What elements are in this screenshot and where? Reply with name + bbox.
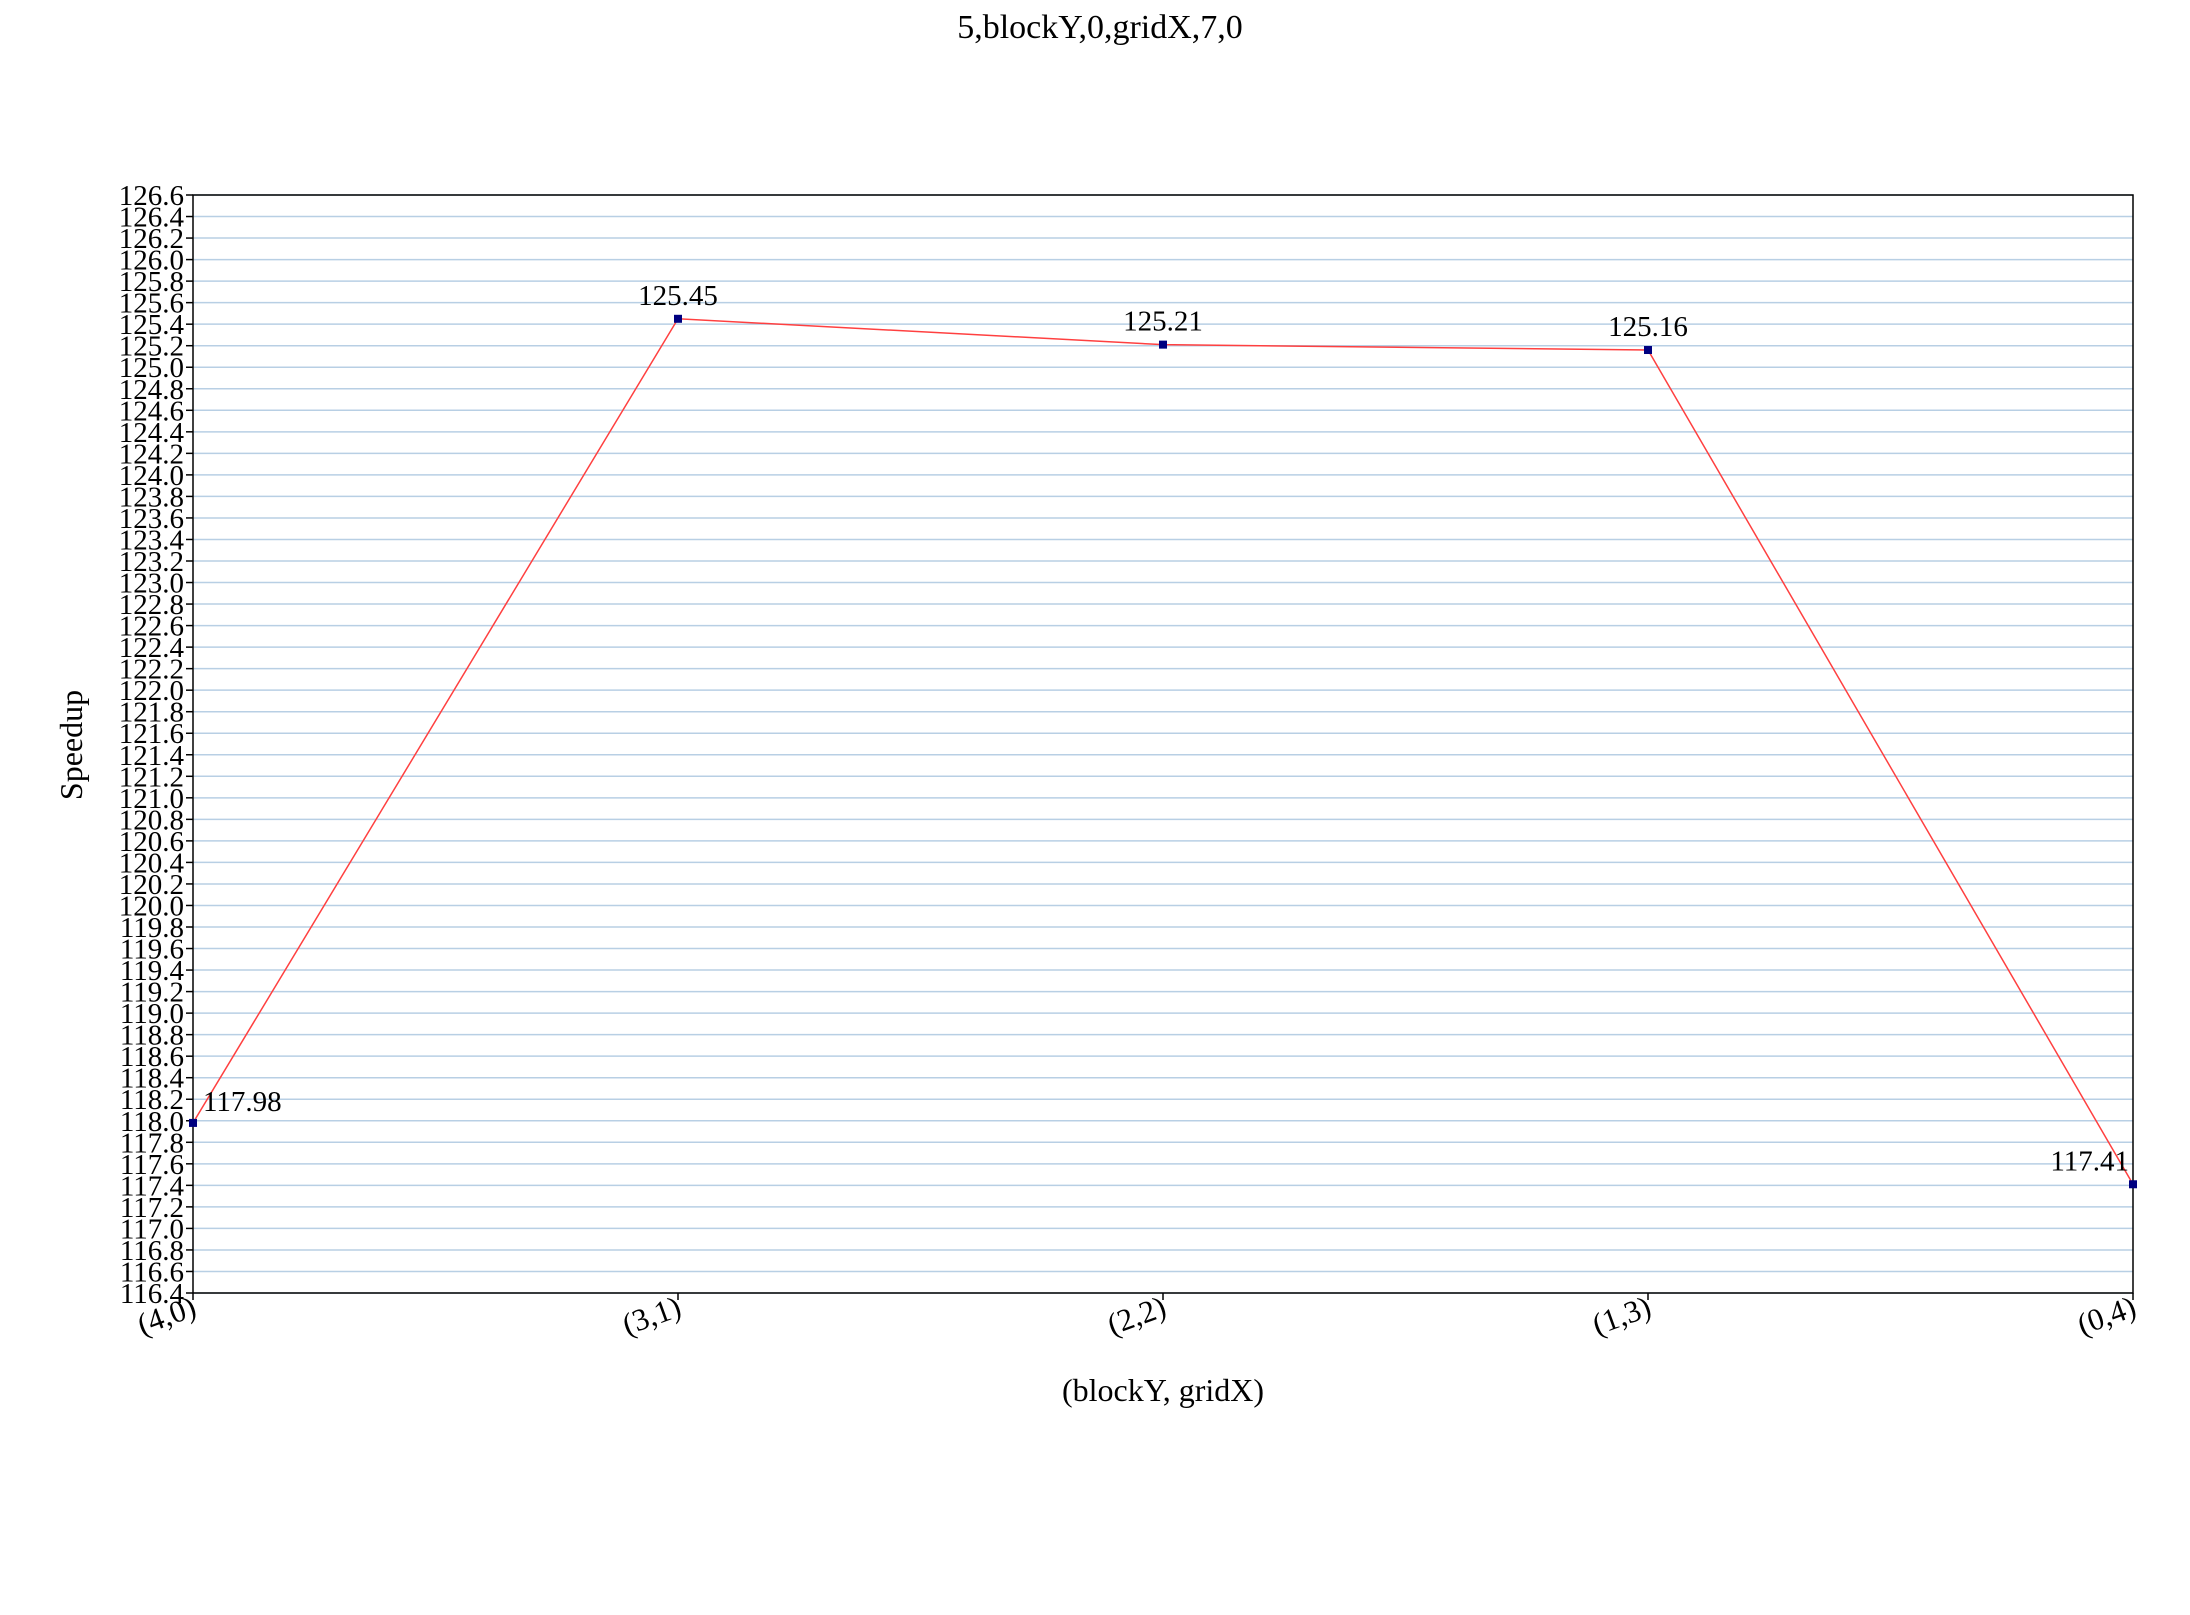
y-tick-label: 123.2	[119, 546, 184, 578]
y-tick-label: 116.6	[120, 1256, 184, 1288]
y-tick-label: 124.2	[119, 438, 184, 470]
y-tick-label: 121.2	[119, 761, 184, 793]
y-tick-label: 124.8	[119, 374, 184, 406]
y-tick-label: 118.0	[120, 1106, 184, 1138]
data-labels: 117.98 125.45 125.21 125.16 117.41	[203, 280, 2129, 1177]
y-tick-label: 124.4	[119, 417, 185, 449]
y-tick-label: 121.4	[119, 740, 185, 772]
x-axis: (4,0) (3,1) (2,2) (1,3) (0,4)	[133, 1289, 2141, 1342]
x-tick-label: (2,2)	[1103, 1289, 1171, 1342]
y-axis-label: Speedup	[53, 690, 89, 800]
y-tick-label: 125.2	[119, 331, 184, 363]
y-tick-label: 126.2	[119, 223, 184, 255]
data-point	[1644, 346, 1652, 355]
y-tick-label: 121.6	[119, 718, 184, 750]
y-tick-label: 122.0	[119, 675, 184, 707]
data-label: 125.21	[1123, 306, 1203, 338]
y-tick-label: 119.4	[120, 955, 185, 987]
y-tick-label: 117.0	[120, 1213, 184, 1245]
y-tick-label: 118.6	[120, 1041, 184, 1073]
y-tick-label: 122.2	[119, 654, 184, 686]
x-tick-label: (0,4)	[2073, 1289, 2141, 1342]
data-label: 125.45	[638, 280, 718, 312]
y-tick-label: 122.4	[119, 632, 185, 664]
y-tick-label: 123.8	[119, 481, 184, 513]
y-tick-label: 125.4	[119, 309, 185, 341]
y-tick-label: 119.6	[120, 934, 184, 966]
y-tick-label: 125.0	[119, 352, 184, 384]
y-tick-label: 118.8	[120, 1020, 184, 1052]
y-tick-label: 126.0	[119, 245, 184, 277]
y-tick-label: 117.6	[120, 1149, 184, 1181]
y-tick-label: 124.6	[119, 395, 184, 427]
y-tick-label: 121.8	[119, 697, 184, 729]
x-tick-label: (1,3)	[1588, 1289, 1656, 1342]
y-tick-label: 119.2	[120, 977, 184, 1009]
data-label: 117.41	[2050, 1145, 2129, 1177]
grid-lines	[193, 194, 2133, 1294]
y-tick-label: 125.6	[119, 288, 184, 320]
y-tick-label: 120.8	[119, 804, 184, 836]
y-tick-label: 116.8	[120, 1235, 184, 1267]
y-tick-label: 120.4	[119, 847, 185, 879]
y-tick-label: 118.4	[120, 1063, 185, 1095]
y-tick-label: 123.0	[119, 568, 184, 600]
series-line	[192, 318, 2134, 1185]
y-tick-label: 126.6	[119, 180, 184, 212]
y-tick-label: 120.6	[119, 826, 184, 858]
y-tick-label: 117.8	[120, 1127, 184, 1159]
data-point	[2129, 1180, 2137, 1189]
data-label: 125.16	[1608, 311, 1688, 343]
data-point	[1159, 340, 1167, 349]
y-tick-label: 120.0	[119, 890, 184, 922]
y-tick-label: 119.0	[120, 998, 184, 1030]
y-tick-label: 117.4	[120, 1170, 185, 1202]
y-tick-label: 116.4	[120, 1278, 185, 1310]
data-point	[189, 1118, 197, 1127]
series	[189, 314, 2137, 1189]
y-tick-label: 125.8	[119, 266, 184, 298]
x-tick-label: (3,1)	[618, 1289, 686, 1342]
y-axis: 116.4116.6116.8117.0117.2117.4117.6117.8…	[119, 180, 193, 1310]
y-tick-label: 124.0	[119, 460, 184, 492]
y-tick-label: 123.6	[119, 503, 184, 535]
y-tick-label: 118.2	[120, 1084, 184, 1116]
y-tick-label: 122.6	[119, 611, 184, 643]
plot-area	[192, 194, 2134, 1294]
y-tick-label: 117.2	[120, 1192, 184, 1224]
y-tick-label: 123.4	[119, 524, 185, 556]
y-tick-label: 119.8	[120, 912, 184, 944]
chart-title: 5,blockY,0,gridX,7,0	[957, 9, 1243, 46]
y-tick-label: 121.0	[119, 783, 184, 815]
y-tick-label: 122.8	[119, 589, 184, 621]
y-tick-label: 120.2	[119, 869, 184, 901]
y-tick-label: 126.4	[119, 202, 185, 234]
data-label: 117.98	[203, 1086, 282, 1118]
data-point	[674, 314, 682, 323]
x-axis-label: (blockY, gridX)	[1062, 1372, 1264, 1408]
